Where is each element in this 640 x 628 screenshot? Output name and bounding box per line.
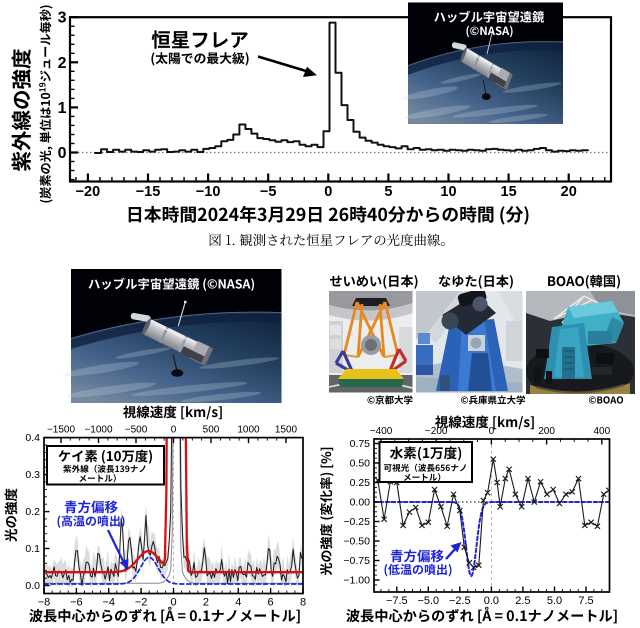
svg-text:0.1: 0.1 bbox=[25, 543, 40, 555]
svg-text:0.3: 0.3 bbox=[25, 469, 40, 481]
svg-text:0.25: 0.25 bbox=[350, 477, 371, 489]
svg-text:0.4: 0.4 bbox=[25, 432, 40, 444]
svg-text:−5: −5 bbox=[260, 184, 277, 200]
svg-text:6: 6 bbox=[268, 597, 274, 609]
svg-text:5.0: 5.0 bbox=[547, 595, 562, 607]
svg-text:0: 0 bbox=[324, 184, 332, 200]
svg-text:10: 10 bbox=[440, 184, 456, 200]
svg-text:−15: −15 bbox=[136, 184, 161, 200]
svg-text:−0.75: −0.75 bbox=[343, 555, 370, 567]
svg-text:5: 5 bbox=[384, 184, 392, 200]
svg-text:2.5: 2.5 bbox=[515, 595, 530, 607]
svg-text:3: 3 bbox=[58, 10, 67, 27]
svg-text:20: 20 bbox=[561, 184, 577, 200]
svg-text:−0.25: −0.25 bbox=[343, 516, 370, 528]
svg-text:2: 2 bbox=[203, 597, 209, 609]
svg-text:500: 500 bbox=[203, 425, 220, 436]
svg-text:200: 200 bbox=[538, 426, 555, 437]
svg-text:0.75: 0.75 bbox=[350, 438, 371, 450]
svg-text:7.5: 7.5 bbox=[578, 595, 593, 607]
svg-text:0: 0 bbox=[58, 145, 67, 162]
svg-text:−10: −10 bbox=[196, 184, 221, 200]
svg-text:0: 0 bbox=[171, 425, 177, 436]
svg-text:−1000: −1000 bbox=[84, 425, 113, 436]
svg-text:0: 0 bbox=[489, 426, 495, 437]
svg-text:−5.0: −5.0 bbox=[417, 595, 439, 607]
svg-text:−0.50: −0.50 bbox=[343, 536, 370, 548]
svg-text:−6: −6 bbox=[70, 597, 83, 609]
svg-text:−1.00: −1.00 bbox=[343, 575, 370, 587]
svg-text:0: 0 bbox=[170, 597, 176, 609]
svg-text:2: 2 bbox=[58, 55, 67, 72]
svg-text:−8: −8 bbox=[38, 597, 51, 609]
svg-text:1000: 1000 bbox=[237, 425, 260, 436]
svg-text:1500: 1500 bbox=[275, 425, 298, 436]
svg-text:15: 15 bbox=[501, 184, 517, 200]
svg-text:−2: −2 bbox=[135, 597, 148, 609]
svg-text:8: 8 bbox=[300, 597, 306, 609]
svg-text:0.00: 0.00 bbox=[350, 497, 371, 509]
svg-text:1: 1 bbox=[58, 100, 67, 117]
svg-text:0.2: 0.2 bbox=[25, 506, 40, 518]
svg-text:−7.5: −7.5 bbox=[386, 595, 408, 607]
svg-text:4: 4 bbox=[235, 597, 241, 609]
svg-text:−1500: −1500 bbox=[47, 425, 76, 436]
svg-text:0.0: 0.0 bbox=[25, 580, 40, 592]
svg-text:−200: −200 bbox=[425, 426, 448, 437]
svg-text:−20: −20 bbox=[76, 184, 101, 200]
svg-text:−2.5: −2.5 bbox=[449, 595, 471, 607]
svg-text:−4: −4 bbox=[102, 597, 115, 609]
svg-text:0.0: 0.0 bbox=[484, 595, 499, 607]
svg-text:−400: −400 bbox=[370, 426, 393, 437]
svg-text:400: 400 bbox=[593, 426, 610, 437]
svg-text:−500: −500 bbox=[125, 425, 148, 436]
svg-text:0.50: 0.50 bbox=[350, 458, 371, 470]
